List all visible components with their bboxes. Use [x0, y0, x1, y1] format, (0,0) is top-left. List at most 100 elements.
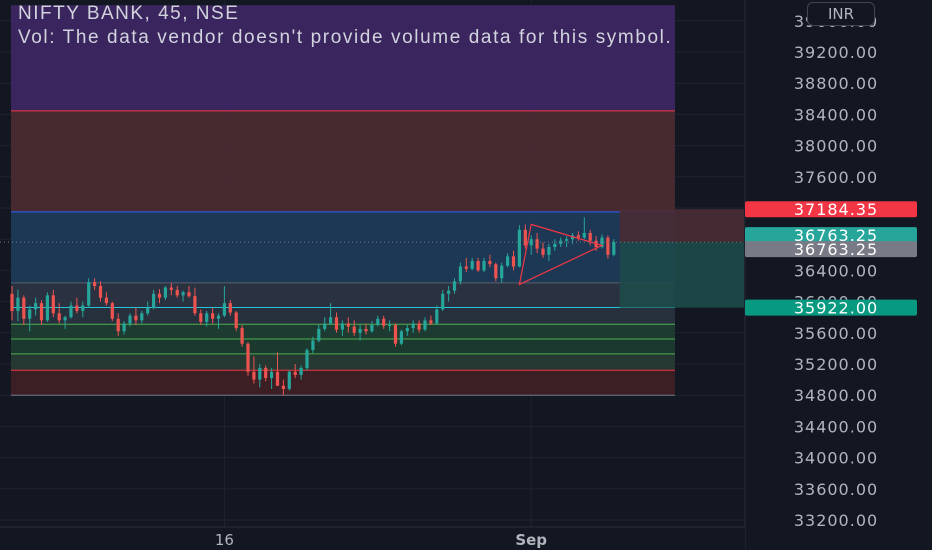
zone-band — [11, 282, 675, 308]
candle-body — [393, 325, 398, 344]
candle-body — [281, 385, 285, 389]
candle-body — [122, 323, 126, 332]
level-zones — [11, 5, 675, 396]
price-tick-label: 35600.00 — [794, 324, 878, 343]
price-label-bg — [745, 201, 917, 218]
price-label-text: 36763.25 — [794, 240, 878, 259]
candle-body — [565, 239, 569, 241]
candle-body — [110, 303, 114, 319]
candle-body — [329, 317, 333, 324]
candle-body — [346, 323, 350, 327]
candle-body — [411, 323, 415, 329]
candle-body — [293, 371, 297, 375]
candle-body — [181, 292, 185, 296]
candle-body — [464, 266, 468, 269]
candle-body — [39, 303, 44, 321]
candle-body — [258, 367, 262, 380]
candle-body — [81, 305, 85, 311]
price-tick-label: 39200.00 — [794, 43, 878, 62]
candle-body — [488, 261, 492, 265]
candle-body — [299, 367, 303, 375]
candle-body — [45, 295, 49, 321]
time-tick-label: 16 — [215, 531, 234, 549]
price-axis[interactable]: 39600.0039200.0038800.0038400.0038000.00… — [744, 0, 932, 550]
candle-body — [358, 328, 362, 333]
candle-body — [205, 313, 209, 322]
price-tick-label: 37600.00 — [794, 168, 878, 187]
candle-body — [317, 328, 321, 341]
price-tick-label: 36400.00 — [794, 261, 878, 280]
candle-body — [588, 232, 592, 241]
candle-body — [458, 266, 462, 282]
candle-body — [517, 229, 521, 267]
triangle-shape[interactable] — [518, 223, 604, 286]
target-zone[interactable] — [619, 209, 744, 243]
candle-body — [140, 313, 144, 321]
candle-body — [252, 371, 256, 380]
long-position-tool[interactable] — [619, 209, 744, 308]
candle-body — [311, 340, 315, 350]
candle-body — [535, 239, 539, 249]
candle-body — [482, 261, 486, 271]
price-label-tag: 37184.35 — [745, 200, 917, 219]
candle-body — [441, 293, 445, 310]
price-tick-label: 33200.00 — [794, 511, 878, 530]
candle-body — [93, 282, 97, 286]
candle-body — [222, 303, 226, 316]
candle-body — [270, 371, 274, 379]
price-tick-label: 35200.00 — [794, 355, 878, 374]
candle-body — [57, 313, 61, 321]
candle-body — [470, 261, 474, 269]
candle-body — [576, 235, 580, 238]
price-tick-label: 33600.00 — [794, 480, 878, 499]
candle-body — [376, 318, 380, 325]
candle-body — [240, 328, 244, 344]
candle-body — [75, 305, 79, 311]
price-label-bg — [745, 241, 917, 258]
currency-button[interactable]: INR — [807, 2, 875, 26]
candle-body — [211, 313, 215, 319]
candle-body — [364, 328, 368, 332]
candle-body — [388, 325, 392, 326]
candle-body — [447, 290, 451, 294]
candle-body — [287, 371, 291, 389]
zone-band — [11, 324, 675, 340]
candle-body — [175, 289, 179, 296]
candle-body — [22, 297, 26, 319]
candle-body — [193, 296, 197, 314]
zone-band — [11, 370, 675, 396]
zone-band — [11, 211, 675, 283]
stop-zone[interactable] — [619, 242, 744, 308]
price-tick-label: 34400.00 — [794, 417, 878, 436]
candle-body — [500, 265, 504, 279]
candle-body — [405, 328, 409, 332]
price-label-tag: 35922.00 — [745, 299, 917, 318]
zone-band — [11, 339, 675, 354]
candle-body — [340, 323, 344, 330]
triangle-pattern-drawing[interactable] — [518, 223, 604, 286]
candles — [10, 217, 616, 396]
candle-body — [541, 248, 545, 255]
candle-body — [28, 309, 32, 319]
candle-body — [352, 326, 356, 333]
candle-body — [523, 229, 527, 246]
price-tick-label: 38800.00 — [794, 74, 878, 93]
candle-body — [152, 293, 156, 308]
candle-body — [157, 293, 162, 298]
candle-body — [370, 325, 374, 332]
candle-body — [547, 247, 551, 255]
price-label-tag: 36763.25 — [745, 226, 917, 245]
zone-band — [11, 353, 675, 371]
candle-body — [134, 315, 138, 321]
price-label-text: 37184.35 — [794, 200, 878, 219]
candle-body — [323, 323, 327, 329]
candle-body — [476, 261, 480, 271]
candle-body — [423, 320, 427, 330]
candle-body — [146, 307, 150, 314]
candle-body — [264, 367, 268, 379]
candle-body — [169, 287, 173, 290]
time-axis[interactable]: 16 Sep — [0, 526, 745, 550]
candle-body — [494, 264, 498, 279]
candle-body — [511, 256, 516, 267]
